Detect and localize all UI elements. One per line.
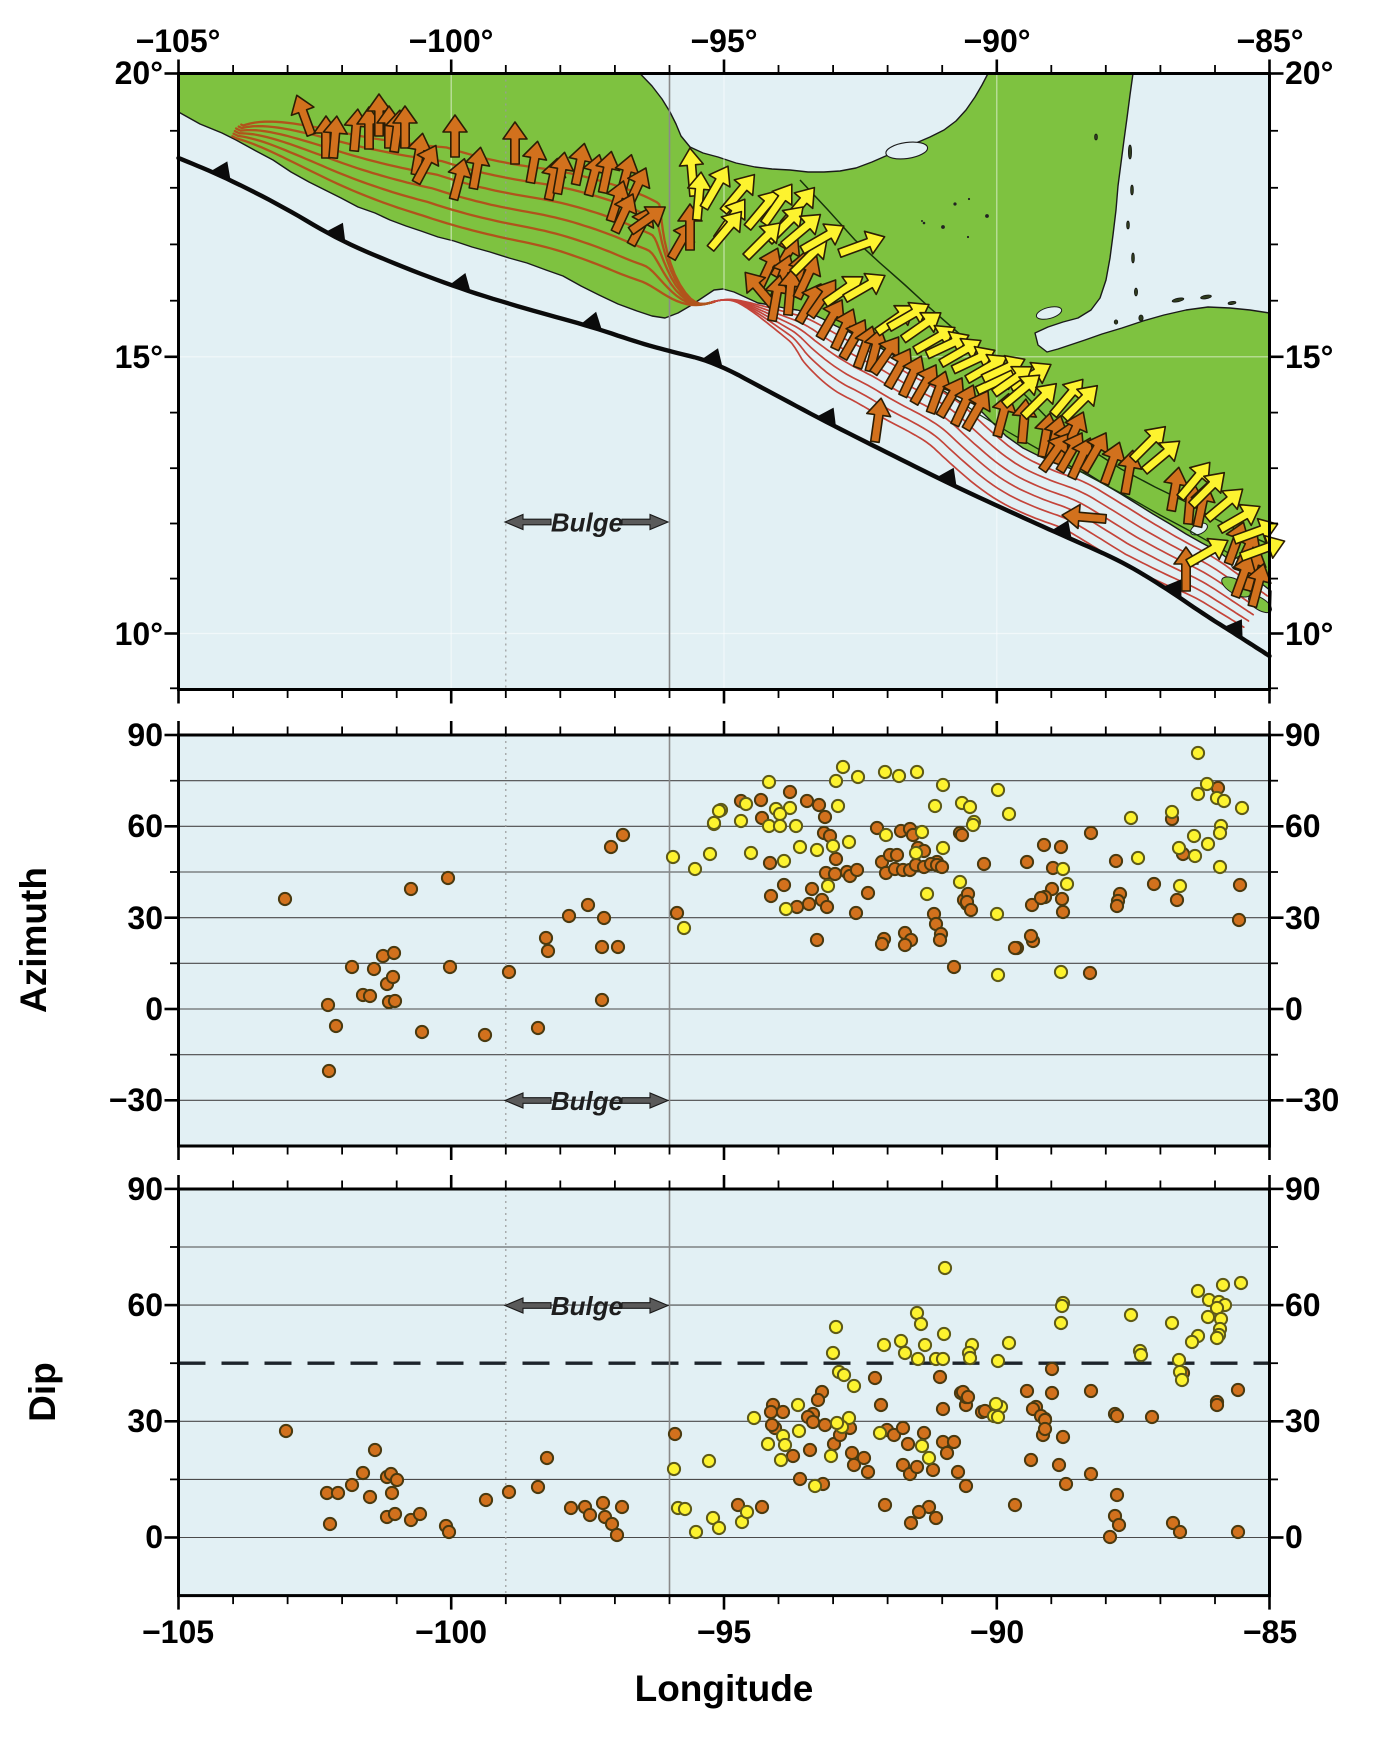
- svg-text:−95°: −95°: [690, 23, 757, 59]
- svg-text:−85°: −85°: [1236, 23, 1303, 59]
- svg-text:0: 0: [145, 1519, 163, 1555]
- svg-text:−100: −100: [415, 1614, 487, 1650]
- svg-text:Bulge: Bulge: [551, 508, 623, 538]
- svg-text:10°: 10°: [115, 616, 163, 652]
- svg-text:30: 30: [1285, 900, 1321, 936]
- svg-text:−90: −90: [970, 1614, 1024, 1650]
- svg-text:0: 0: [145, 991, 163, 1027]
- svg-text:15°: 15°: [115, 339, 163, 375]
- svg-text:−85: −85: [1243, 1614, 1297, 1650]
- svg-text:0: 0: [1285, 991, 1303, 1027]
- svg-text:Longitude: Longitude: [635, 1668, 814, 1709]
- svg-text:90: 90: [127, 717, 163, 753]
- svg-text:−95: −95: [697, 1614, 751, 1650]
- svg-text:90: 90: [1285, 717, 1321, 753]
- svg-text:−105°: −105°: [136, 23, 221, 59]
- svg-text:30: 30: [127, 1403, 163, 1439]
- svg-text:60: 60: [127, 808, 163, 844]
- svg-text:20°: 20°: [1285, 55, 1333, 91]
- svg-text:30: 30: [127, 900, 163, 936]
- svg-text:10°: 10°: [1285, 616, 1333, 652]
- svg-text:60: 60: [1285, 808, 1321, 844]
- svg-text:30: 30: [1285, 1403, 1321, 1439]
- svg-text:Bulge: Bulge: [551, 1086, 623, 1116]
- svg-text:Bulge: Bulge: [551, 1291, 623, 1321]
- svg-text:60: 60: [127, 1287, 163, 1323]
- svg-text:20°: 20°: [115, 55, 163, 91]
- svg-text:60: 60: [1285, 1287, 1321, 1323]
- svg-text:−30: −30: [109, 1082, 163, 1118]
- svg-text:15°: 15°: [1285, 339, 1333, 375]
- svg-text:−90°: −90°: [963, 23, 1030, 59]
- svg-text:−105: −105: [142, 1614, 214, 1650]
- svg-text:Dip: Dip: [22, 1362, 63, 1422]
- svg-text:90: 90: [127, 1171, 163, 1207]
- svg-text:−30: −30: [1285, 1082, 1339, 1118]
- svg-text:0: 0: [1285, 1519, 1303, 1555]
- svg-text:Azimuth: Azimuth: [13, 867, 54, 1013]
- svg-text:90: 90: [1285, 1171, 1321, 1207]
- svg-text:−100°: −100°: [409, 23, 494, 59]
